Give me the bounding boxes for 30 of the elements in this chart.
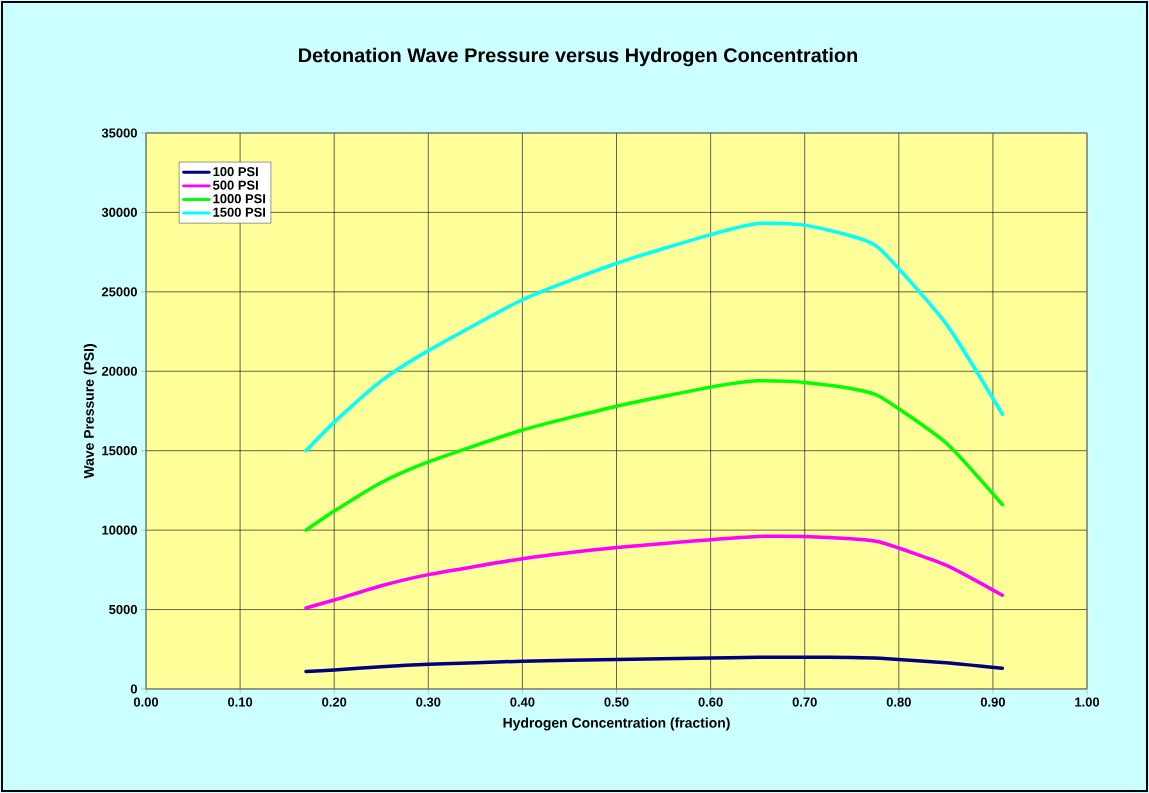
x-tick-label: 0.60 <box>698 697 723 707</box>
legend-label: 1500 PSI <box>213 207 266 217</box>
y-tick-label: 5000 <box>109 604 137 615</box>
y-tick-label: 25000 <box>101 287 137 297</box>
x-tick-label: 0.90 <box>980 697 1005 707</box>
x-tick-label: 0.00 <box>133 697 159 707</box>
line-series <box>304 378 1005 532</box>
x-tick-label: 0.30 <box>416 697 441 707</box>
y-tick-label: 30000 <box>101 207 137 217</box>
y-tick-label: 20000 <box>101 366 137 376</box>
x-tick-label: 0.80 <box>886 697 911 707</box>
y-axis-title: Wave Pressure (PSI) <box>83 344 97 479</box>
x-tick-label: 0.10 <box>228 697 253 707</box>
legend-label: 100 PSI <box>213 167 258 177</box>
line-series <box>304 655 1005 674</box>
y-tick-label: 0 <box>130 684 137 694</box>
x-tick-label: 0.40 <box>510 697 535 707</box>
line-series <box>304 221 1005 453</box>
line-series <box>304 534 1005 610</box>
x-tick-label: 0.70 <box>792 697 817 707</box>
x-tick-label: 0.50 <box>604 697 629 707</box>
y-tick-label: 10000 <box>102 525 137 535</box>
legend-label: 500 PSI <box>213 180 258 190</box>
legend-label: 1000 PSI <box>213 194 266 204</box>
x-tick-label: 1.00 <box>1075 697 1100 707</box>
chart-title: Detonation Wave Pressure versus Hydrogen Concentration <box>299 47 858 67</box>
x-axis-title: Hydrogen Concentration (fraction) <box>503 717 730 731</box>
y-tick-label: 15000 <box>102 446 137 456</box>
y-tick-label: 35000 <box>101 128 137 138</box>
x-tick-label: 0.20 <box>322 697 347 707</box>
